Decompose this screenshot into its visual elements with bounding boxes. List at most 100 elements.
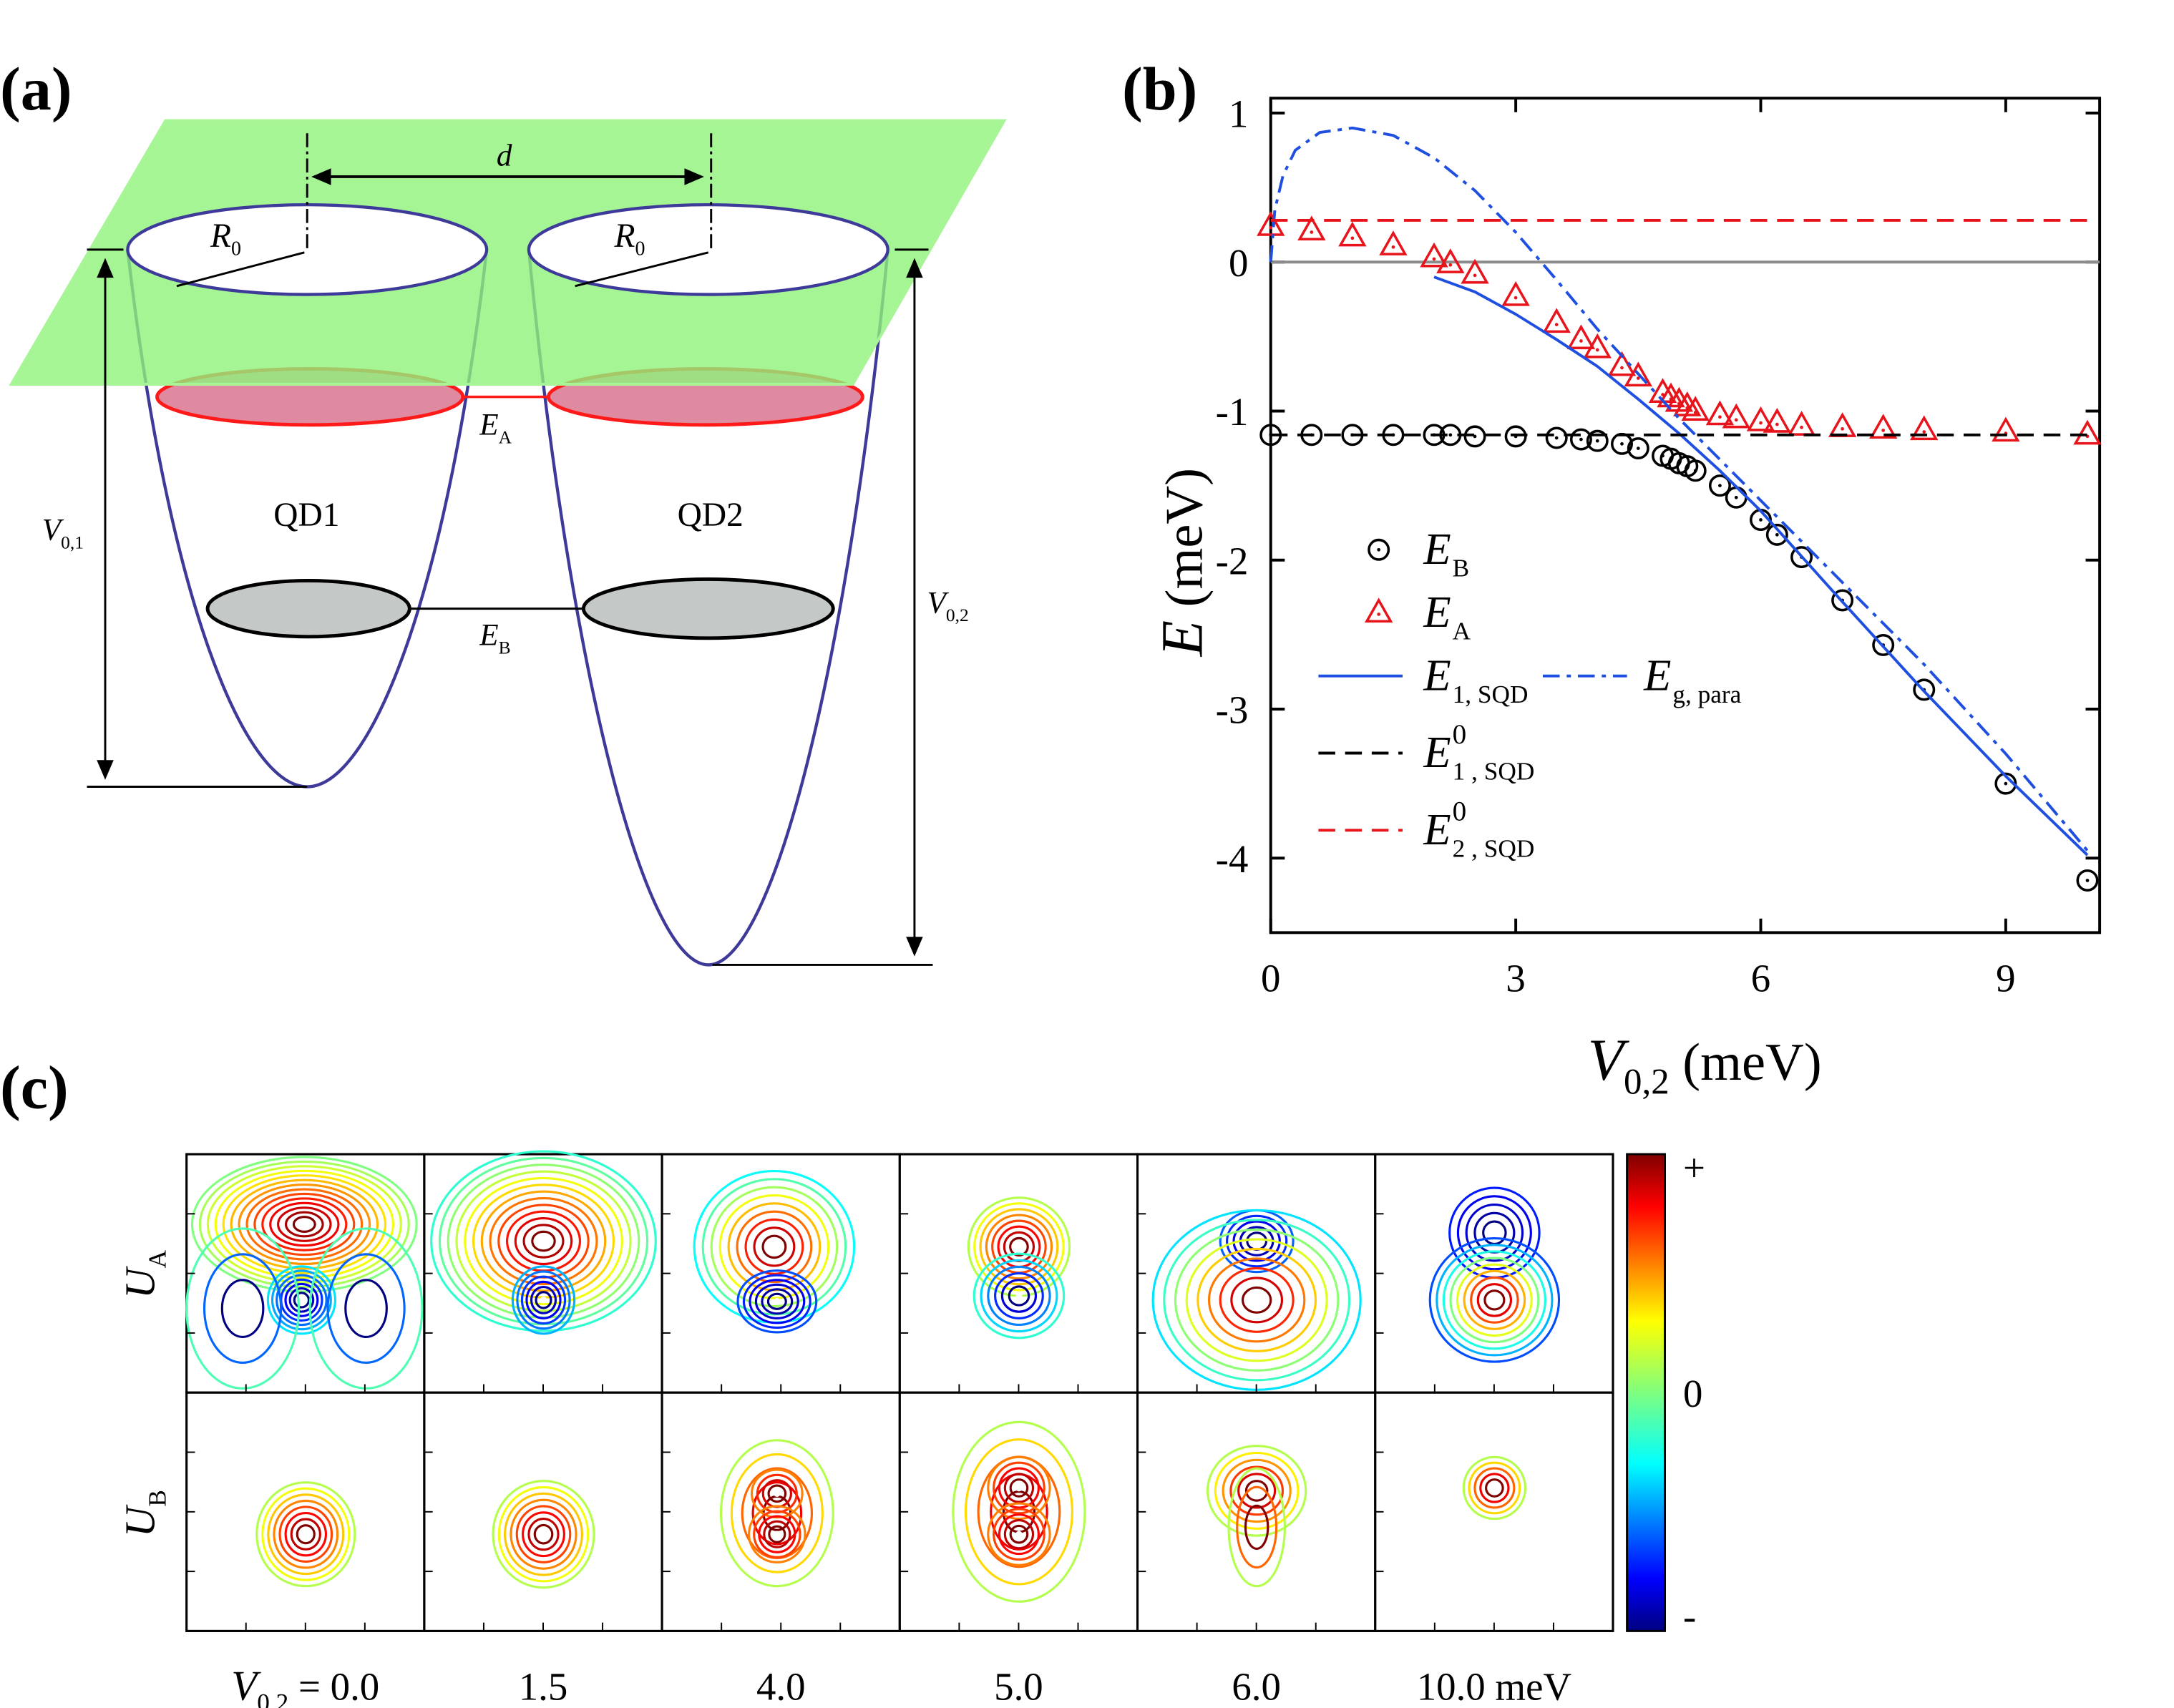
triangle-marker bbox=[1705, 400, 1735, 426]
contour-line bbox=[1435, 1244, 1554, 1357]
contour-line bbox=[744, 1218, 804, 1275]
contour-line bbox=[522, 1511, 565, 1558]
marker-dot bbox=[1718, 415, 1722, 419]
marker-shape bbox=[1569, 428, 1592, 451]
contour-line bbox=[497, 1485, 590, 1583]
marker-dot bbox=[1775, 422, 1779, 426]
contour-frame bbox=[185, 1391, 426, 1632]
circle-marker bbox=[1504, 425, 1527, 448]
contour-line bbox=[1483, 1289, 1506, 1311]
marker-dot bbox=[1269, 225, 1273, 230]
contour-line bbox=[1463, 1269, 1526, 1330]
diagram-label: A bbox=[499, 426, 512, 447]
marker-dot bbox=[1693, 469, 1697, 473]
contour-line bbox=[754, 1283, 799, 1319]
marker-shape bbox=[1872, 633, 1895, 656]
triangle-marker bbox=[1746, 406, 1775, 431]
contour-line bbox=[296, 1524, 316, 1545]
contour-line bbox=[284, 1282, 319, 1317]
marker-dot bbox=[1579, 437, 1583, 441]
contour-line bbox=[1462, 1455, 1527, 1521]
radius-line bbox=[176, 251, 305, 288]
plot-frame bbox=[1269, 97, 2102, 934]
legend-label: E bbox=[1423, 587, 1451, 637]
contour-line bbox=[1465, 1204, 1524, 1262]
contour-frame bbox=[1136, 1153, 1377, 1394]
colorbar-label: - bbox=[1683, 1594, 1696, 1638]
contour-line bbox=[293, 1292, 311, 1309]
legend-label-sub: 1, SQD bbox=[1453, 680, 1529, 708]
contour-line bbox=[261, 1487, 351, 1581]
column-label: V 0,2 = 0.0 bbox=[231, 1662, 379, 1708]
contour-line bbox=[455, 1170, 632, 1312]
y-tick-label: 0 bbox=[1229, 241, 1248, 285]
legend-label: E bbox=[1423, 804, 1451, 854]
x-tick-label: 6 bbox=[1751, 957, 1770, 1000]
contour-line bbox=[269, 1201, 340, 1247]
contour-line bbox=[522, 1224, 565, 1259]
marker-dot bbox=[1448, 433, 1453, 437]
column-label-text: 0,2 bbox=[257, 1689, 288, 1708]
contour-line bbox=[533, 1523, 554, 1545]
diagram-label: B bbox=[499, 637, 511, 658]
series-line bbox=[1433, 275, 2089, 857]
diagram-label: 0 bbox=[231, 238, 241, 260]
contour-center bbox=[540, 1237, 547, 1245]
contour-line bbox=[758, 1515, 796, 1553]
marker-dot bbox=[1432, 257, 1436, 261]
marker-shape bbox=[1364, 597, 1393, 623]
contour-line bbox=[525, 1280, 562, 1319]
contour-line bbox=[1442, 1250, 1546, 1350]
contour-center bbox=[1491, 1229, 1498, 1236]
triangle-marker bbox=[1828, 412, 1857, 437]
row-label: UA bbox=[117, 1249, 172, 1298]
contour-line bbox=[1185, 1238, 1328, 1362]
contour-center bbox=[774, 1490, 781, 1498]
contour-line bbox=[979, 1208, 1059, 1286]
contour-line bbox=[1456, 1195, 1532, 1271]
triangle-marker bbox=[1583, 333, 1612, 358]
contour-line bbox=[516, 1270, 571, 1330]
contour-line bbox=[748, 1505, 806, 1563]
circle-marker bbox=[1684, 459, 1707, 482]
marker-dot bbox=[1595, 439, 1599, 443]
contour-line bbox=[718, 1194, 830, 1299]
marker-dot bbox=[2004, 781, 2008, 786]
marker-shape bbox=[1624, 361, 1653, 387]
contour-center bbox=[1491, 1297, 1498, 1304]
marker-shape bbox=[1436, 248, 1465, 273]
marker-shape bbox=[1765, 523, 1788, 546]
triangle-marker bbox=[1501, 280, 1530, 306]
x-axis-label-text: V bbox=[1588, 1028, 1630, 1093]
triangle-marker bbox=[1436, 248, 1465, 273]
y-tick-label: -1 bbox=[1216, 390, 1249, 434]
contour-line bbox=[753, 1510, 801, 1558]
contour-line bbox=[1219, 1267, 1295, 1333]
row-label-text: A bbox=[143, 1249, 171, 1268]
triangle-marker bbox=[1992, 416, 2020, 442]
triangle-marker bbox=[2073, 419, 2102, 445]
legend-label: E bbox=[1643, 650, 1671, 700]
marker-shape bbox=[1681, 396, 1710, 421]
contour-line bbox=[230, 1178, 379, 1270]
contour-line bbox=[998, 1513, 1040, 1556]
contour-line bbox=[220, 1279, 265, 1339]
contour-line bbox=[276, 1274, 328, 1327]
contour-line bbox=[504, 1492, 583, 1576]
colorbar bbox=[1626, 1153, 1666, 1632]
marker-dot bbox=[1734, 495, 1738, 499]
marker-shape bbox=[1379, 230, 1408, 255]
marker-dot bbox=[1800, 425, 1803, 429]
marker-dot bbox=[1718, 484, 1722, 487]
y-axis-label-text: E bbox=[1150, 620, 1215, 657]
contour-line bbox=[530, 1285, 557, 1314]
marker-dot bbox=[1759, 518, 1763, 522]
contour-line bbox=[278, 1506, 333, 1563]
contour-line bbox=[255, 1481, 356, 1588]
contour-line bbox=[1008, 1285, 1030, 1307]
marker-dot bbox=[1693, 411, 1697, 414]
marker-dot bbox=[1473, 273, 1477, 278]
triangle-marker bbox=[1722, 403, 1750, 429]
x-axis-label-text: (meV) bbox=[1670, 1033, 1822, 1092]
contour-line bbox=[1237, 1473, 1277, 1509]
